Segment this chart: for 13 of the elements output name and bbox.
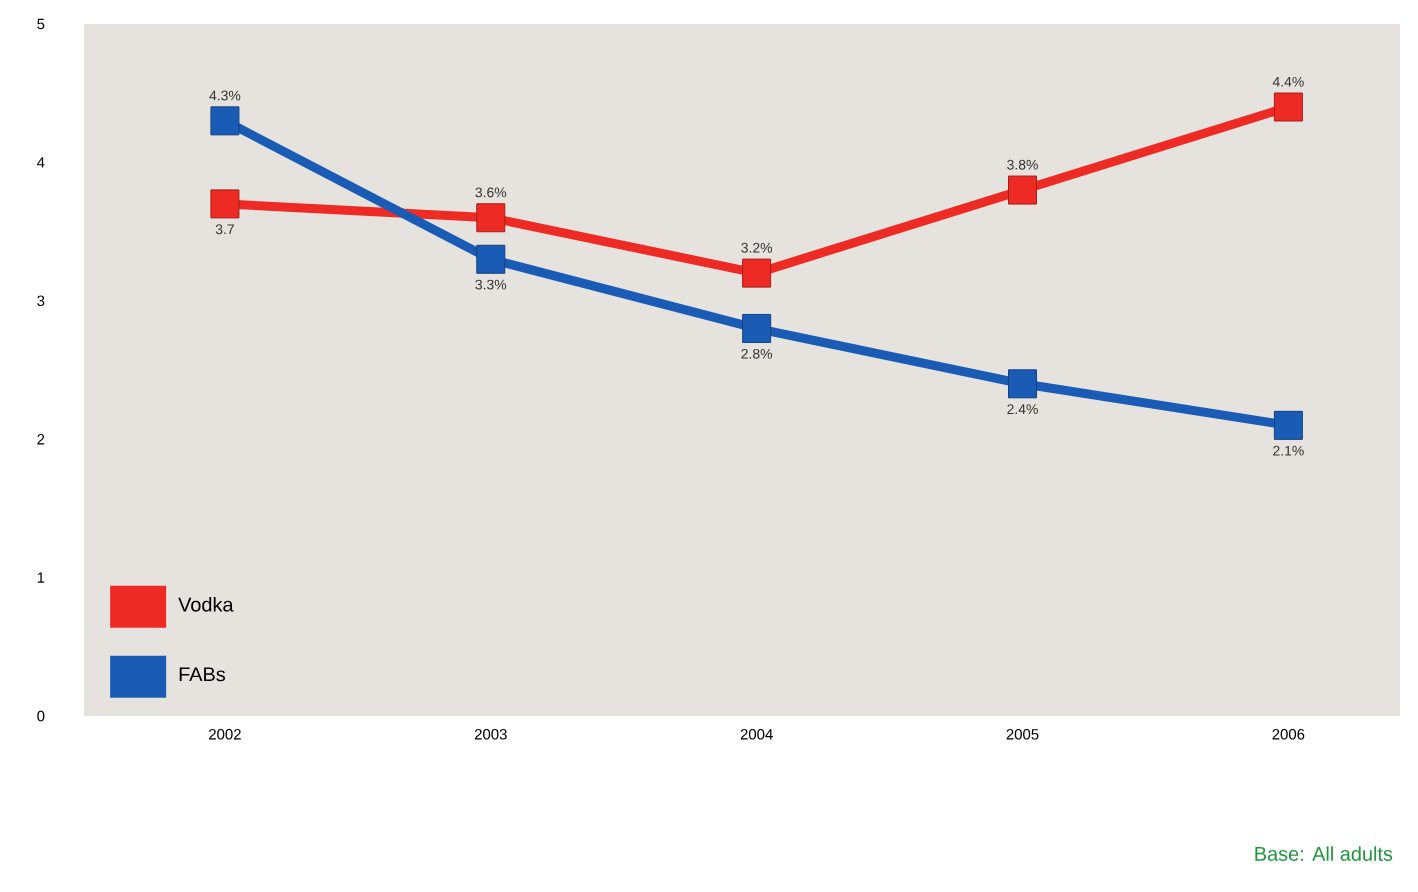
point xyxy=(1008,369,1038,399)
point xyxy=(742,258,772,288)
point xyxy=(1008,175,1038,205)
point xyxy=(210,189,240,219)
point xyxy=(1273,92,1303,122)
legend-label: FABs xyxy=(179,667,226,682)
point xyxy=(742,313,772,343)
point xyxy=(476,244,506,274)
legend-label: Vodka xyxy=(178,597,234,612)
point xyxy=(210,106,240,136)
point xyxy=(476,203,506,233)
point xyxy=(1273,410,1303,440)
text: Base: All adults xyxy=(1255,846,1393,861)
